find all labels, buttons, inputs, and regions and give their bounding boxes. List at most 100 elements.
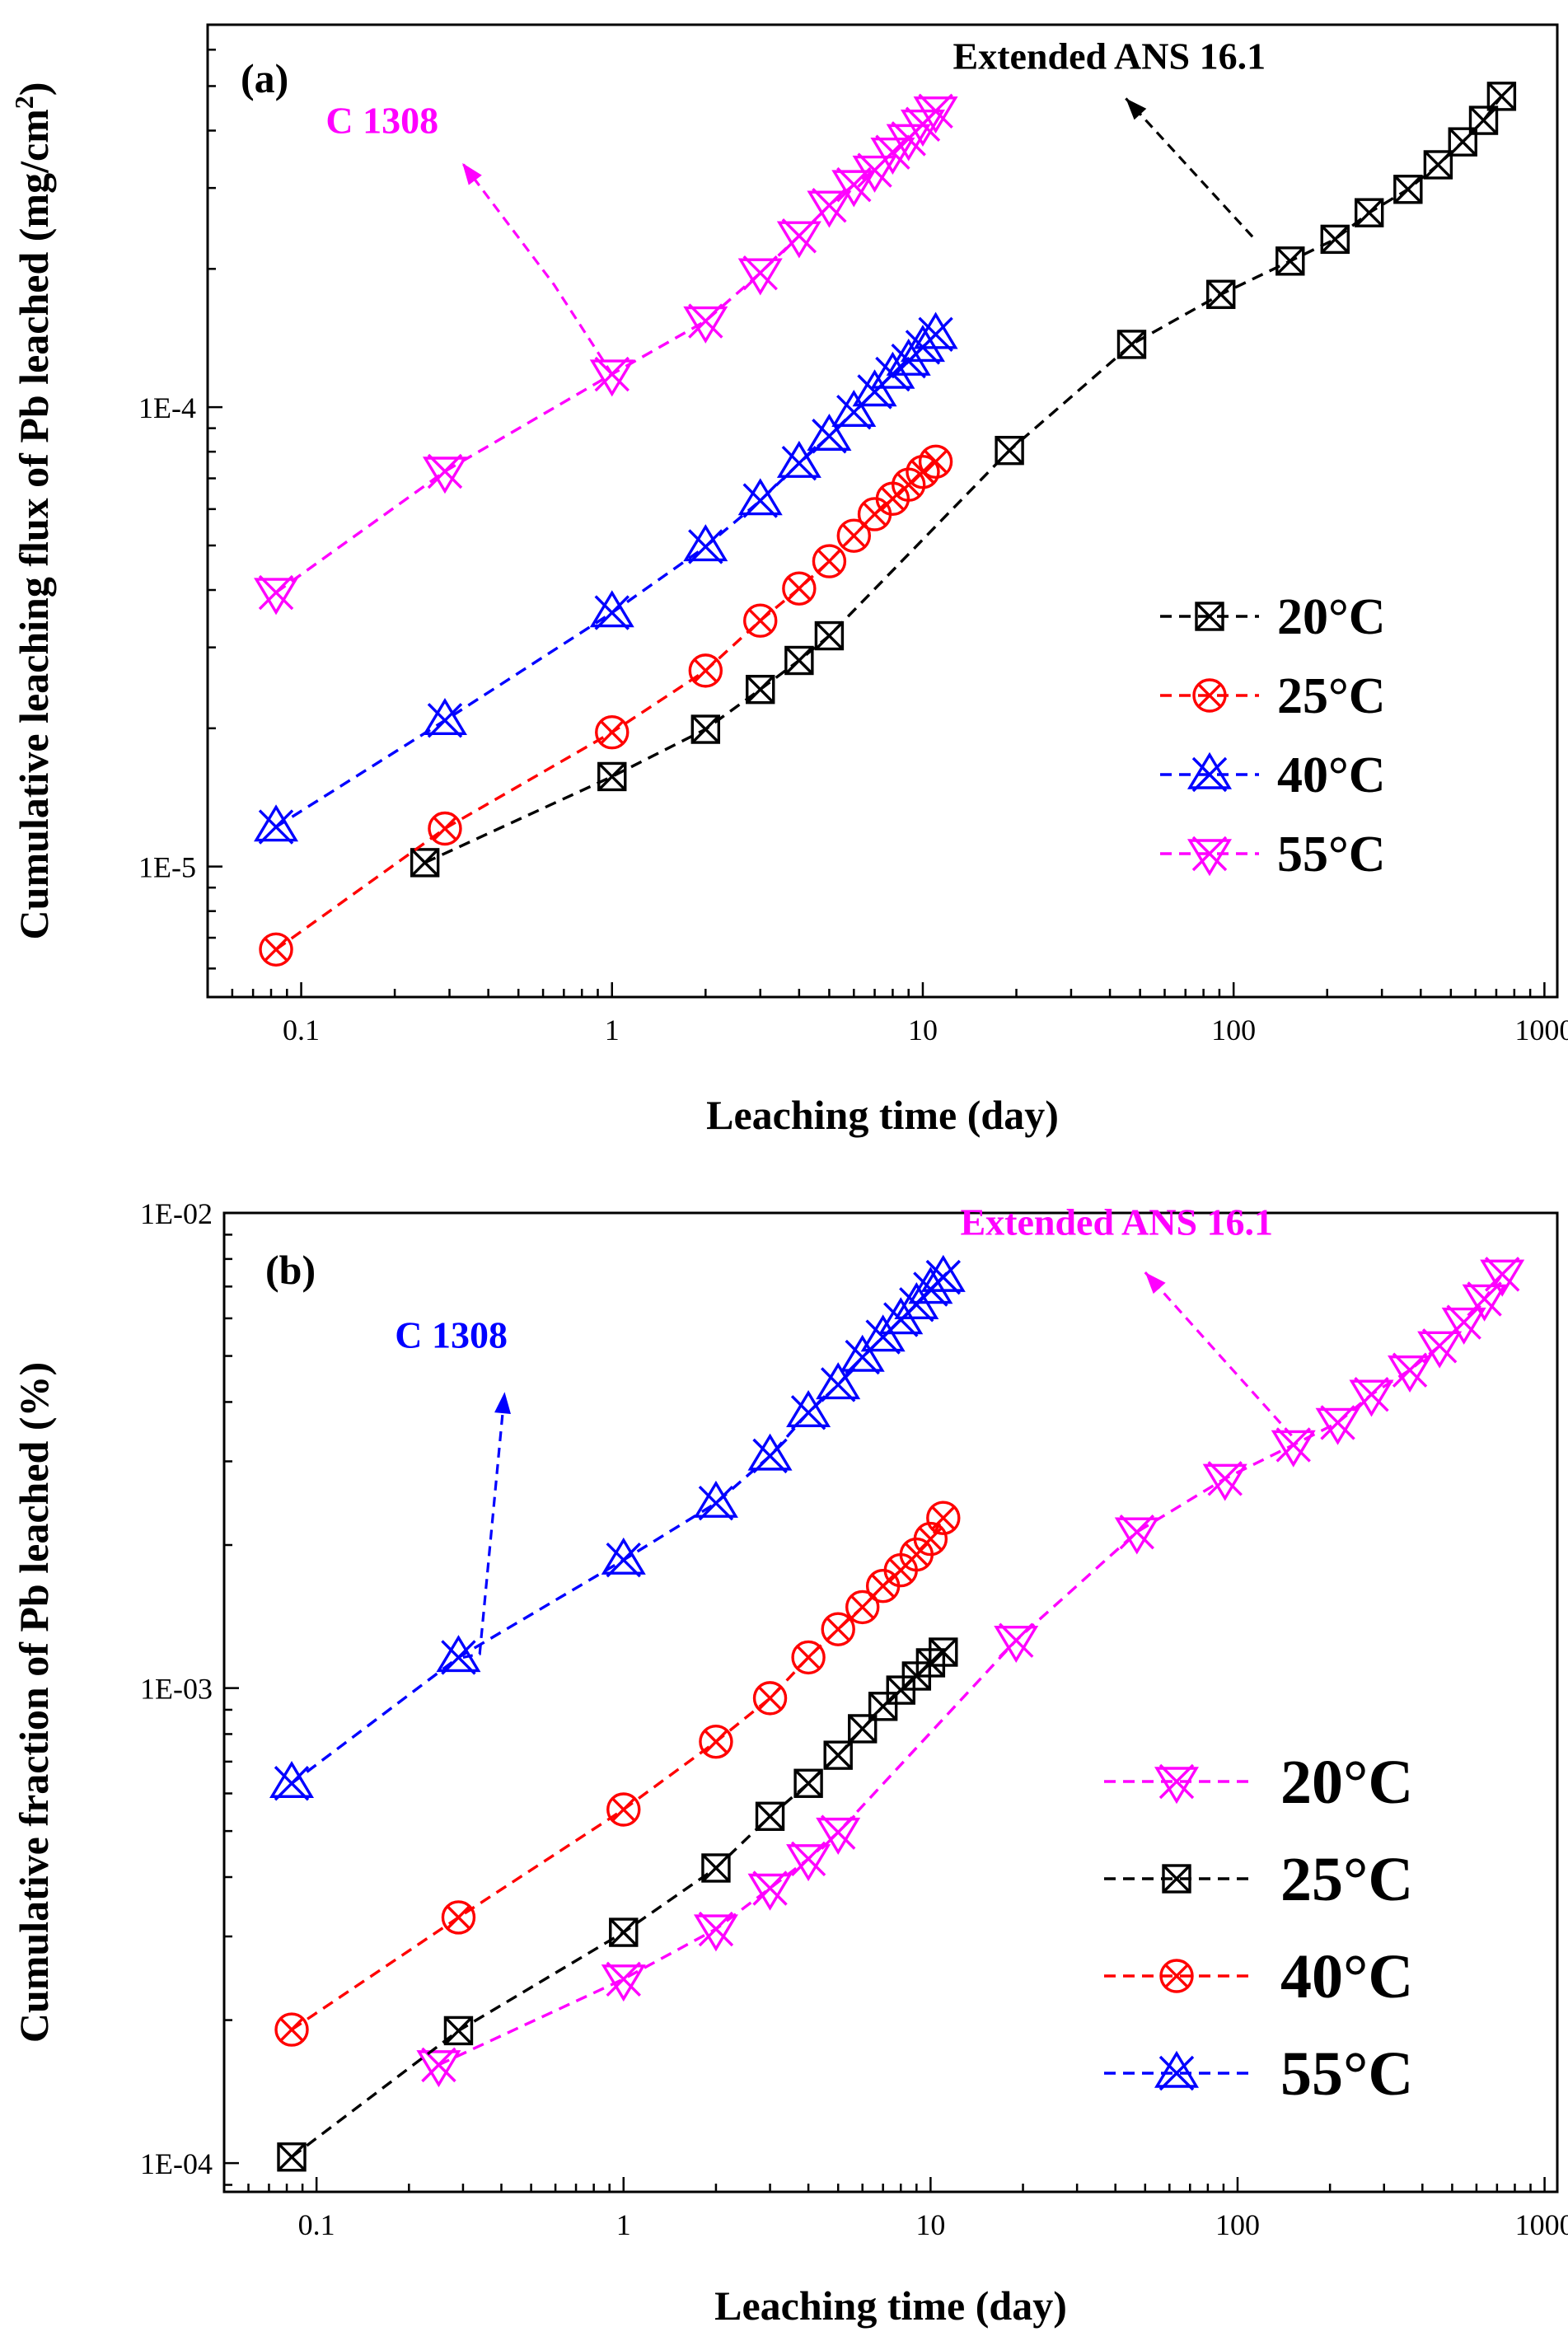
annotation: C 1308 — [395, 1314, 511, 1659]
x-axis-title: Leaching time (day) — [714, 2282, 1067, 2329]
series-line — [290, 1650, 944, 2159]
data-point — [782, 571, 817, 606]
data-point — [1480, 1257, 1525, 1297]
y-tick-label: 1E-4 — [138, 391, 196, 424]
legend-label: 40°C — [1280, 1942, 1413, 2011]
data-point — [595, 715, 630, 750]
data-point — [1468, 105, 1499, 135]
x-tick-label: 0.1 — [283, 1014, 320, 1046]
data-point — [752, 1681, 788, 1716]
series-line — [290, 1276, 944, 1785]
data-point — [786, 1841, 831, 1882]
data-point — [1355, 198, 1384, 227]
x-axis: 0.1 1 10 100 1000 — [206, 982, 1568, 1046]
data-point — [1206, 279, 1236, 309]
data-point — [791, 1640, 826, 1675]
data-point — [597, 761, 627, 792]
data-point — [737, 478, 783, 518]
data-point — [688, 653, 723, 688]
legend-item: 40°C — [1104, 1942, 1413, 2011]
legend: 20°C 25°C 40°C 55°C — [1104, 1748, 1413, 2109]
data-point — [601, 1537, 646, 1578]
data-point — [1417, 1328, 1463, 1369]
y-tick-label: 1E-04 — [140, 2147, 213, 2180]
data-point — [1116, 330, 1147, 359]
data-point — [755, 1801, 785, 1831]
legend-item: 25°C — [1160, 668, 1386, 724]
data-point — [920, 1254, 966, 1295]
legend-swatch-marker — [1195, 602, 1224, 631]
legend-label: 20°C — [1280, 1748, 1413, 1817]
data-point — [821, 1612, 855, 1646]
series-line — [275, 460, 937, 951]
legend-item: 20°C — [1104, 1748, 1413, 1817]
data-point — [1202, 1461, 1247, 1501]
data-point — [683, 524, 728, 564]
data-point — [683, 303, 728, 344]
data-point — [1271, 1427, 1316, 1468]
legend-swatch-marker — [1159, 1959, 1194, 1993]
data-point — [443, 2016, 474, 2046]
panel-label: (b) — [265, 1247, 316, 1293]
x-tick-label: 100 — [1211, 1014, 1256, 1046]
series-20C — [410, 82, 1517, 878]
legend-swatch-marker — [1162, 1864, 1191, 1894]
data-point — [690, 714, 721, 744]
data-point — [416, 2047, 461, 2088]
y-axis-title-main: Cumulative leaching flux of Pb leached (… — [11, 109, 57, 939]
data-point — [589, 590, 634, 630]
annotation-arrow-line — [461, 162, 614, 375]
data-point — [693, 1480, 738, 1521]
legend-swatch-marker — [1154, 2050, 1200, 2091]
legend-item: 20°C — [1160, 589, 1386, 645]
data-point — [441, 1900, 476, 1935]
legend-swatch-marker — [1192, 678, 1227, 713]
data-point — [428, 811, 462, 846]
series-55C — [269, 1254, 966, 1801]
data-point — [994, 1622, 1039, 1663]
panel-a: 0.1 1 10 100 1000 1E-5 1E-4 Leaching time (day)… — [9, 23, 1568, 1138]
data-point — [274, 2012, 309, 2047]
x-axis-title: Leaching time (day) — [706, 1092, 1059, 1138]
y-tick-label: 1E-5 — [138, 851, 196, 884]
data-point — [1275, 246, 1305, 276]
data-point — [693, 1911, 738, 1952]
y-axis: 1E-04 1E-03 1E-02 — [140, 1197, 239, 2186]
data-point — [269, 1760, 315, 1801]
data-point — [807, 188, 852, 228]
data-point — [609, 1917, 639, 1947]
annotation-arrow-line — [1144, 1271, 1293, 1437]
x-tick-label: 10 — [915, 2208, 945, 2241]
legend-item: 55°C — [1160, 826, 1386, 883]
legend-label: 20°C — [1277, 589, 1386, 645]
series-line — [275, 110, 937, 594]
legend-label: 55°C — [1277, 826, 1386, 883]
data-point — [277, 2142, 307, 2172]
x-tick-label: 1000 — [1515, 2208, 1568, 2241]
y-axis-title-end: ) — [11, 82, 57, 96]
annotation-label: Extended ANS 16.1 — [960, 1201, 1273, 1243]
data-point — [254, 574, 299, 616]
series-55C — [254, 93, 958, 616]
x-tick-label: 10 — [908, 1014, 938, 1046]
data-point — [929, 1637, 958, 1667]
legend-label: 40°C — [1277, 747, 1386, 803]
data-point — [918, 444, 953, 479]
data-point — [1441, 1304, 1486, 1345]
x-tick-label: 100 — [1215, 2208, 1260, 2241]
data-point — [823, 1740, 853, 1770]
data-point — [747, 1870, 793, 1911]
y-axis-title-superscript: 2 — [9, 96, 39, 109]
annotation-arrow-head — [462, 162, 482, 185]
data-point — [816, 1814, 861, 1855]
legend: 20°C 25°C 40°C 55°C — [1160, 589, 1386, 883]
data-point — [995, 435, 1024, 466]
data-point — [701, 1853, 731, 1883]
data-point — [926, 1501, 961, 1535]
legend-item: 55°C — [1104, 2039, 1413, 2109]
data-point — [589, 356, 634, 397]
data-point — [776, 218, 821, 259]
x-axis: 0.1 1 10 100 1000 — [222, 2177, 1568, 2241]
series-40C — [254, 311, 958, 845]
legend-item: 40°C — [1160, 747, 1386, 803]
